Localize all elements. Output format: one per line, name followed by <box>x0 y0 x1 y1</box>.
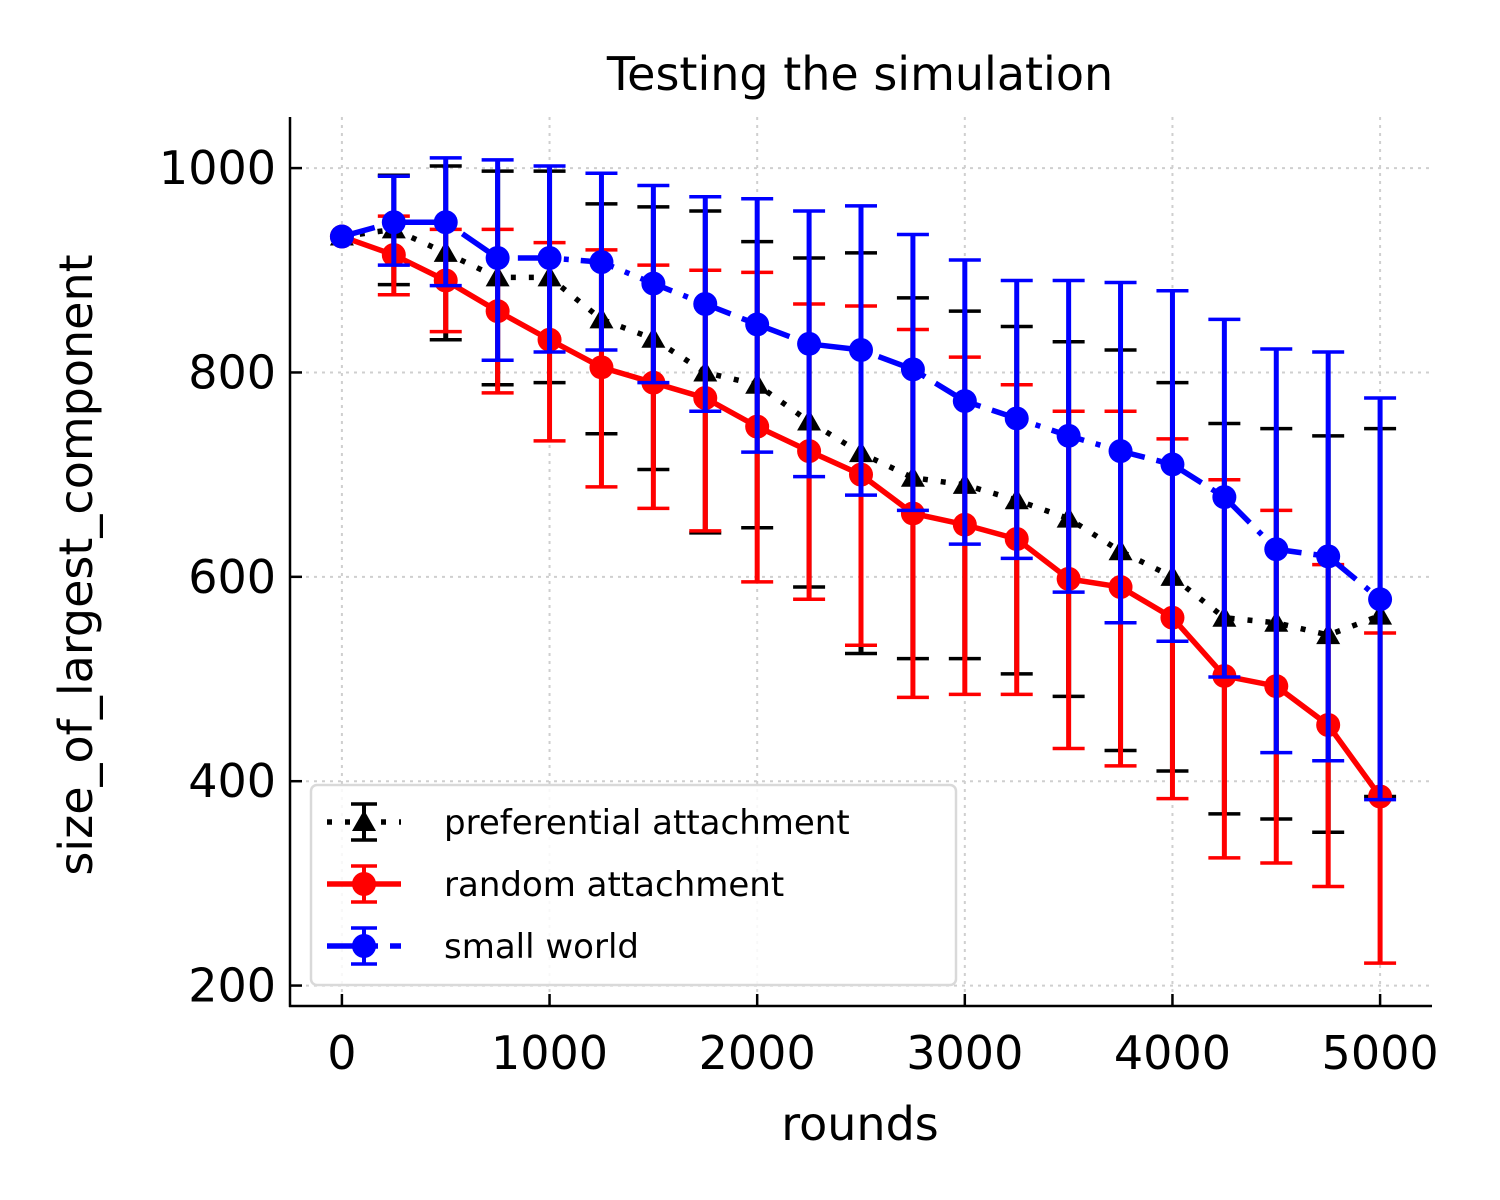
data-point <box>589 355 614 380</box>
x-axis-label: rounds <box>781 1097 939 1151</box>
data-point <box>1160 452 1185 477</box>
data-point <box>1212 485 1237 510</box>
data-point <box>1368 587 1393 612</box>
legend-label: small world <box>444 927 639 967</box>
series-layer <box>329 156 1397 965</box>
x-tick-label: 3000 <box>906 1026 1023 1080</box>
data-point <box>537 246 562 271</box>
data-point <box>589 250 614 275</box>
data-point <box>433 210 458 235</box>
data-point <box>1264 537 1289 562</box>
legend-entry: random attachment <box>327 864 784 905</box>
legend: preferential attachment random attachment… <box>309 783 958 987</box>
data-point <box>329 224 354 249</box>
ticks: 0 1000 2000 3000 4000 5000 200 400 600 800 1000 <box>159 141 1439 1080</box>
legend-swatch-marker <box>352 810 376 831</box>
legend-swatch-marker <box>352 934 376 958</box>
y-tick-label: 1000 <box>159 141 276 195</box>
data-point <box>1056 423 1081 448</box>
data-point <box>693 291 718 316</box>
y-tick-label: 200 <box>188 959 276 1013</box>
data-point <box>1316 544 1341 569</box>
x-tick-label: 4000 <box>1114 1026 1231 1080</box>
legend-entry: preferential attachment <box>327 802 850 843</box>
data-point <box>900 357 925 382</box>
legend-label: random attachment <box>444 865 784 905</box>
data-point <box>952 389 977 414</box>
y-tick-label: 800 <box>188 345 276 399</box>
data-point <box>1004 406 1029 431</box>
data-point <box>900 501 925 526</box>
data-point <box>485 246 510 271</box>
y-tick-label: 600 <box>188 550 276 604</box>
legend-swatch-marker <box>352 872 376 896</box>
axes <box>288 117 1432 1008</box>
data-point <box>797 331 822 356</box>
legend-label: preferential attachment <box>444 803 850 843</box>
legend-entry: small world <box>327 926 639 967</box>
data-point <box>381 210 406 235</box>
x-tick-label: 0 <box>327 1026 356 1080</box>
series-2 <box>329 156 1397 802</box>
x-tick-label: 2000 <box>699 1026 816 1080</box>
y-tick-label: 400 <box>188 754 276 808</box>
x-tick-label: 5000 <box>1322 1026 1439 1080</box>
x-tick-label: 1000 <box>491 1026 608 1080</box>
data-point <box>1108 439 1133 464</box>
legend-box <box>309 783 958 987</box>
data-point <box>745 312 770 337</box>
chart-title: Testing the simulation <box>606 47 1113 101</box>
y-axis-label: size_of_largest_component <box>49 254 103 875</box>
data-point <box>849 337 873 362</box>
data-point <box>641 271 666 296</box>
